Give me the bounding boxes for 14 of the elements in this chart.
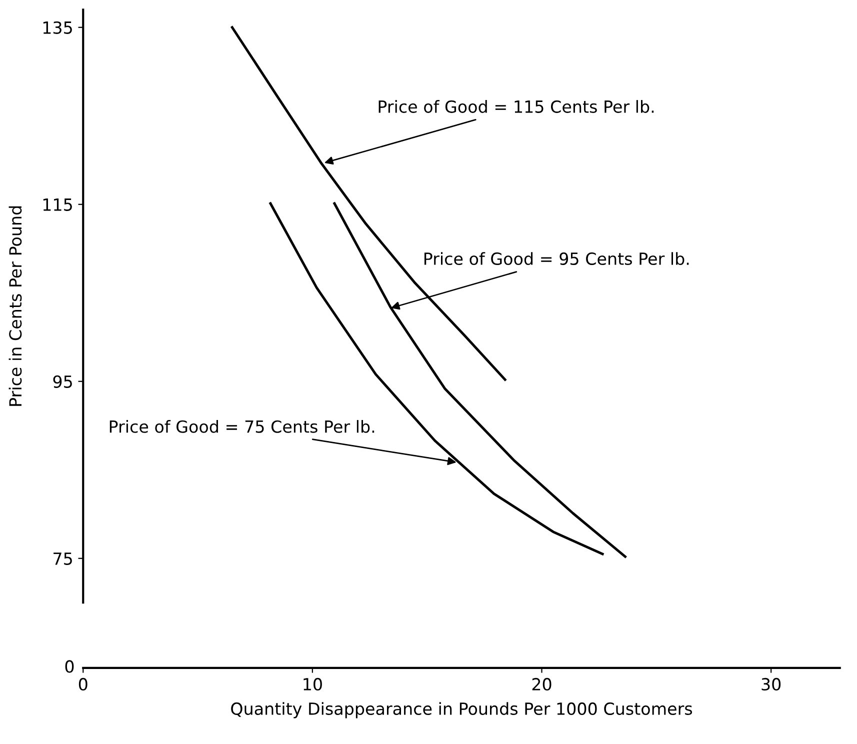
y-tick-label: 95 — [53, 375, 72, 388]
annotation: Price of Good = 75 Cents Per lb. — [110, 420, 374, 433]
y-axis-title: Price in Cents Per Pound — [8, 206, 22, 406]
x-tick-label: 20 — [532, 678, 552, 691]
y-tick-label: 75 — [54, 552, 72, 565]
y-tick-label: 135 — [43, 21, 72, 34]
annotation: Price of Good = 115 Cents Per lb. — [378, 100, 654, 113]
y-tick-label: 115 — [43, 198, 72, 211]
text: 0 — [65, 660, 74, 673]
x-tick-label: 0 — [78, 678, 88, 691]
x-tick-label: 30 — [762, 678, 781, 691]
x-axis-title: Quantity Disappearance in Pounds Per 1000 Customers — [231, 702, 692, 718]
x-tick-label: 10 — [304, 678, 322, 691]
annotation: Price of Good = 95 Cents Per lb. — [424, 252, 689, 266]
